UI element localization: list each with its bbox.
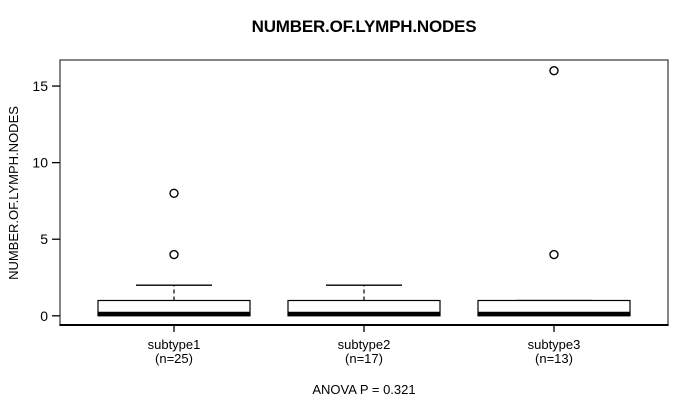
y-tick-label: 0 [40, 308, 48, 324]
x-group-n-label: (n=25) [155, 351, 193, 366]
x-group-n-label: (n=17) [345, 351, 383, 366]
y-tick-label: 5 [40, 231, 48, 247]
y-tick-label: 15 [32, 78, 48, 94]
outlier-point [169, 249, 179, 260]
y-axis-label: NUMBER.OF.LYMPH.NODES [6, 106, 21, 280]
chart-title: NUMBER.OF.LYMPH.NODES [252, 17, 477, 36]
y-tick-label: 10 [32, 155, 48, 171]
x-group-n-label: (n=13) [535, 351, 573, 366]
plot-area: 0 5 10 15 subtype1(n=25) subtype2(n=17) subtyp… [32, 59, 669, 366]
x-group-label: subtype1 [148, 337, 201, 352]
outlier-point [169, 188, 179, 198]
x-group-label: subtype2 [338, 337, 391, 352]
outlier-point [549, 66, 559, 76]
anova-p-annotation: ANOVA P = 0.321 [312, 382, 415, 397]
x-group-label: subtype3 [528, 337, 581, 352]
outlier-point [549, 249, 559, 260]
